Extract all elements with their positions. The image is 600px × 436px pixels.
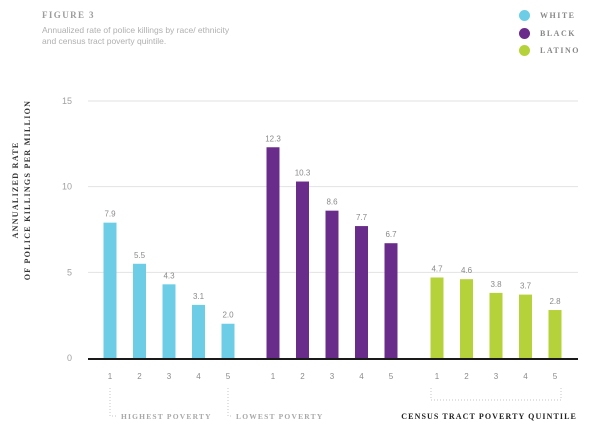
bar-white	[103, 222, 117, 358]
bar-white	[162, 284, 176, 358]
x-axis-title: CENSUS TRACT POVERTY QUINTILE	[401, 412, 577, 421]
legend-label-latino: LATINO	[540, 45, 580, 55]
bar-value-label: 7.9	[104, 210, 116, 219]
bar-black	[355, 226, 368, 358]
bar-value-label: 2.0	[222, 311, 234, 320]
bracket-right-dotted	[227, 388, 231, 417]
legend-swatch-latino	[519, 44, 530, 56]
bar-latino	[489, 292, 503, 358]
bar-value-label: 8.6	[326, 198, 338, 207]
x-tick-label: 1	[435, 372, 440, 381]
bar-value-label: 12.3	[265, 134, 281, 143]
x-tick-label: 1	[271, 372, 276, 381]
x-tick-label: 4	[196, 372, 201, 381]
y-tick-label: 0	[67, 353, 72, 363]
bracket-left-dotted	[109, 388, 116, 417]
annotation-lowest-poverty: LOWEST POVERTY	[236, 412, 323, 421]
x-tick-label: 3	[167, 372, 172, 381]
x-tick-label: 5	[226, 372, 231, 381]
bar-value-label: 5.5	[134, 251, 146, 260]
bar-white	[221, 323, 235, 358]
y-tick-label: 10	[62, 182, 72, 192]
legend-swatch-white	[519, 9, 530, 21]
x-tick-label: 4	[523, 372, 528, 381]
bar-white	[133, 263, 146, 358]
bar-value-label: 3.1	[193, 292, 205, 301]
bar-black	[296, 181, 309, 358]
legend-item-latino: LATINO	[519, 44, 580, 56]
x-tick-label: 2	[464, 372, 469, 381]
legend-item-black: BLACK	[519, 27, 576, 39]
annotation-highest-poverty: HIGHEST POVERTY	[121, 412, 212, 421]
bar-value-label: 3.7	[520, 282, 532, 291]
bar-value-label: 4.3	[163, 271, 175, 280]
bar-value-label: 3.8	[490, 280, 502, 289]
bar-value-label: 10.3	[295, 169, 311, 178]
legend-item-white: WHITE	[519, 9, 576, 21]
bar-latino	[548, 310, 562, 358]
bar-black	[266, 147, 280, 358]
bar-value-label: 4.6	[461, 266, 473, 275]
x-tick-label: 1	[108, 372, 113, 381]
bar-value-label: 4.7	[431, 264, 443, 273]
x-tick-label: 2	[137, 372, 142, 381]
bar-black	[325, 210, 339, 358]
y-axis-title: ANNUALIZED RATE	[11, 142, 20, 239]
legend-label-black: BLACK	[540, 28, 576, 38]
bar-value-label: 6.7	[385, 230, 397, 239]
x-tick-label: 3	[330, 372, 335, 381]
y-tick-label: 5	[67, 267, 72, 277]
bar-white	[192, 304, 205, 358]
bar-black	[384, 243, 398, 358]
y-axis-title: OF POLICE KILLINGS PER MILLION	[23, 100, 32, 281]
x-tick-label: 4	[359, 372, 364, 381]
bar-latino	[460, 279, 473, 358]
legend-label-white: WHITE	[540, 10, 576, 20]
chart-subtitle: Annualized rate of police killings by ra…	[42, 25, 230, 46]
x-tick-label: 2	[300, 372, 305, 381]
bracket-quintile-dotted	[430, 388, 562, 401]
y-tick-label: 15	[62, 96, 72, 106]
bar-value-label: 7.7	[356, 213, 368, 222]
bar-latino	[430, 277, 444, 358]
figure-label: FIGURE 3	[42, 10, 95, 20]
x-tick-label: 5	[553, 372, 558, 381]
bar-latino	[519, 294, 532, 358]
legend-swatch-black	[519, 27, 530, 39]
x-tick-label: 3	[494, 372, 499, 381]
bar-value-label: 2.8	[549, 297, 561, 306]
x-tick-label: 5	[389, 372, 394, 381]
